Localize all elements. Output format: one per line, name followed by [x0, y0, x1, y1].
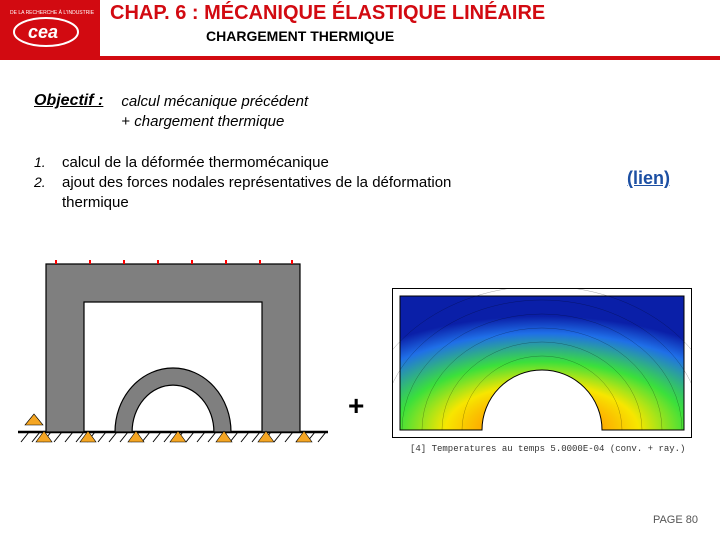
link-lien[interactable]: (lien) — [627, 168, 670, 189]
numbered-list: 1. calcul de la déformée thermomécanique… — [34, 153, 686, 214]
objectif-plus: + — [121, 113, 130, 130]
list-item: 1. calcul de la déformée thermomécanique — [34, 153, 686, 173]
cea-logo: DE LA RECHERCHE À L'INDUSTRIE cea — [8, 6, 94, 59]
objectif-text: calcul mécanique précédent + chargement … — [121, 92, 308, 133]
plus-symbol: + — [348, 390, 364, 422]
thermal-caption: [4] Temperatures au temps 5.0000E-04 (co… — [410, 444, 685, 454]
logo-text: cea — [28, 22, 58, 42]
objectif-line1: calcul mécanique précédent — [121, 93, 308, 110]
list-num-2: 2. — [34, 173, 52, 214]
logo-tagline: DE LA RECHERCHE À L'INDUSTRIE — [10, 9, 94, 16]
chapter-title: CHAP. 6 : MÉCANIQUE ÉLASTIQUE LINÉAIRE — [110, 2, 545, 25]
page-number: PAGE 80 — [653, 514, 698, 526]
objectif-line2: chargement thermique — [134, 113, 284, 130]
list-num-1: 1. — [34, 153, 52, 173]
thermal-diagram — [392, 288, 692, 443]
list-text-2: ajout des forces nodales représentatives… — [62, 173, 482, 214]
chapter-subtitle: CHARGEMENT THERMIQUE — [206, 28, 394, 44]
list-text-1: calcul de la déformée thermomécanique — [62, 153, 329, 173]
mechanical-diagram — [18, 260, 328, 460]
objectif-label: Objectif : — [34, 92, 103, 133]
list-item: 2. ajout des forces nodales représentati… — [34, 173, 686, 214]
